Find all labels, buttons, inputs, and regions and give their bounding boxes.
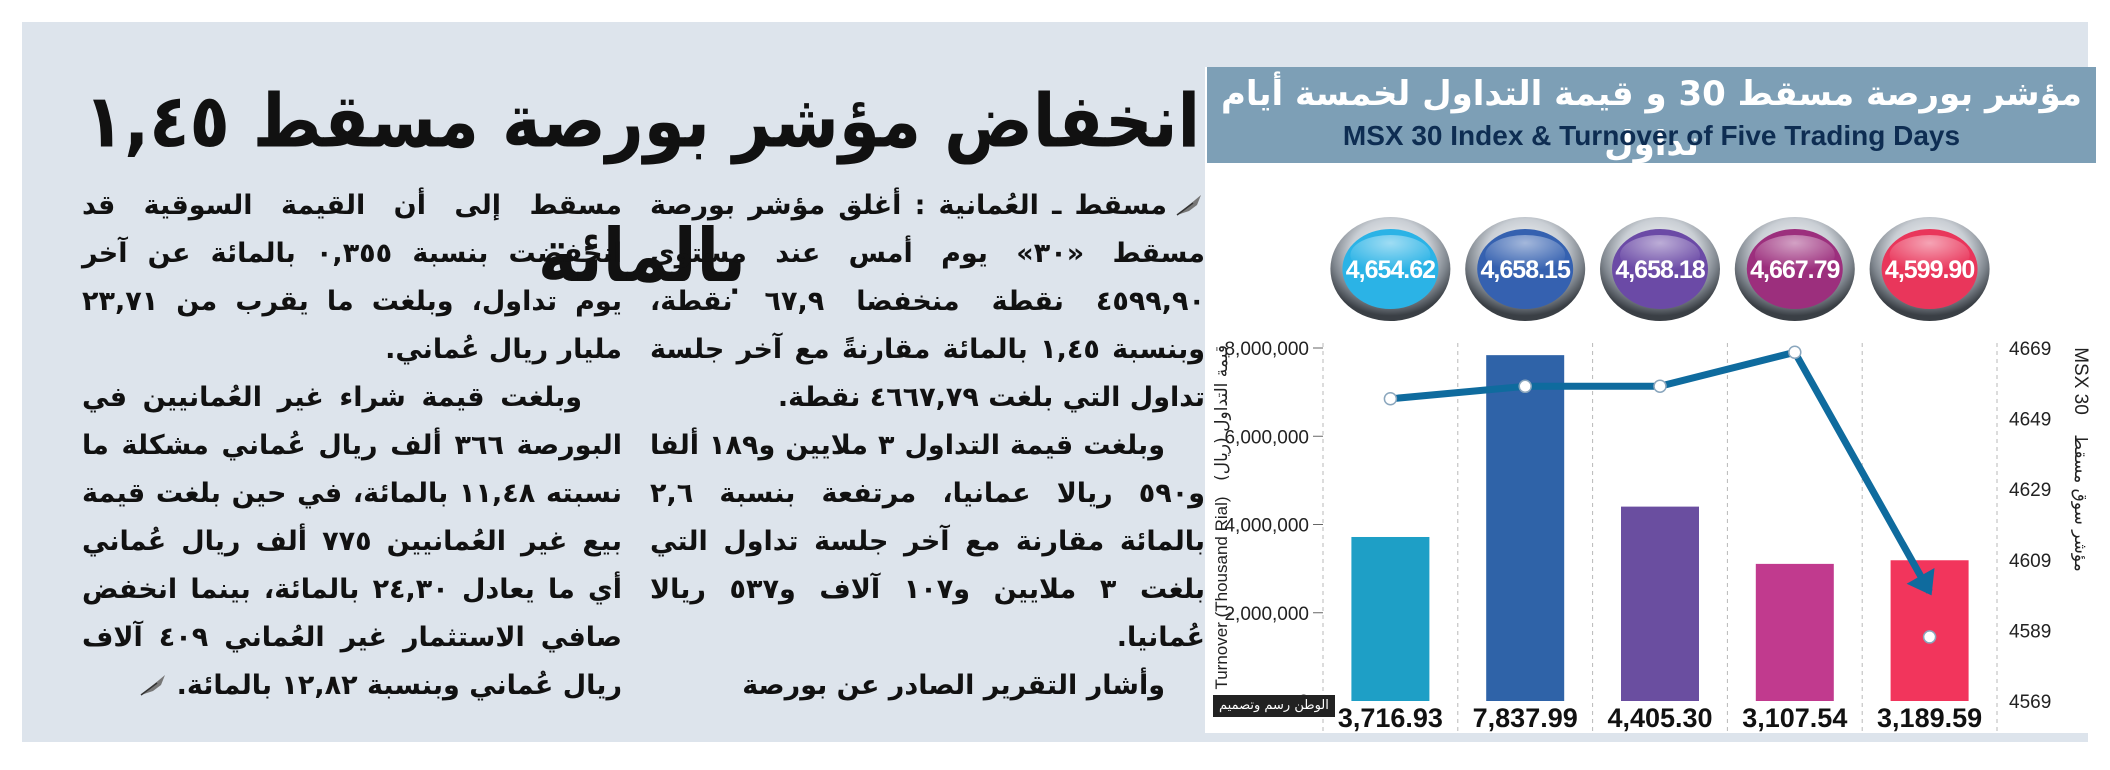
index-value-label: 4,658.15 bbox=[1481, 256, 1571, 284]
date-label: 30-11-2023 bbox=[1482, 732, 1568, 733]
article-column-right: مسقط ـ العُمانية : أغلق مؤشر بورصة مسقط … bbox=[650, 182, 1205, 710]
article-column-left: مسقط إلى أن القيمة السوقية قد انخفضت بنس… bbox=[82, 182, 622, 710]
left-axis-tick-label: 8,000,000 bbox=[1224, 339, 1309, 360]
article-paragraph: وأشار التقرير الصادر عن بورصة bbox=[742, 670, 1165, 701]
turnover-value-label: 4,405.30 bbox=[1607, 703, 1712, 733]
value-bubble-gloss bbox=[1754, 235, 1835, 275]
turnover-value-label: 3,107.54 bbox=[1742, 703, 1847, 733]
date-label: 29-11-2023 bbox=[1348, 732, 1434, 733]
index-point bbox=[1518, 379, 1532, 394]
right-axis-title-en: MSX 30 bbox=[2070, 347, 2091, 415]
chart-title-english: MSX 30 Index & Turnover of Five Trading … bbox=[1342, 120, 1961, 151]
right-axis-title-ar: مؤشر سوق مسقط bbox=[2070, 434, 2090, 572]
right-axis-tick-label: 4609 bbox=[2009, 551, 2051, 572]
left-axis-title-ar: قيمة التداول (ريال) bbox=[1212, 345, 1232, 481]
turnover-value-label: 3,716.93 bbox=[1338, 703, 1443, 733]
index-arrowhead bbox=[1906, 568, 1935, 596]
chart-plot: 4,654.62 4,658.15 4,658.18 4,667.79 4,599.90… bbox=[1212, 217, 2091, 733]
value-bubble-gloss bbox=[1889, 235, 1970, 275]
graphic-credit: الوطن رسم وتصميم bbox=[1213, 695, 1335, 717]
article-paragraph: وبلغت قيمة التداول ٣ ملايين و١٨٩ ألفا و٥… bbox=[650, 430, 1205, 653]
turnover-value-label: 7,837.99 bbox=[1473, 703, 1578, 733]
left-axis-title-en: Turnover (Thousand Rial) bbox=[1212, 496, 1231, 689]
right-axis-tick-label: 4569 bbox=[2009, 692, 2051, 713]
turnover-bar bbox=[1621, 506, 1699, 701]
chart-container: مؤشر بورصة مسقط 30 و قيمة التداول لخمسة … bbox=[1205, 67, 2100, 733]
newspaper-panel: انخفاض مؤشر بورصة مسقط ١,٤٥ بالمائة مسقط… bbox=[22, 22, 2100, 742]
value-bubble-gloss bbox=[1485, 235, 1566, 275]
date-label: 03-12-2023 bbox=[1617, 732, 1704, 733]
right-axis-tick-label: 4589 bbox=[2009, 621, 2051, 642]
quill-icon bbox=[1176, 195, 1201, 216]
index-point bbox=[1922, 630, 1937, 644]
right-axis-tick-label: 4629 bbox=[2009, 480, 2051, 501]
chart-header: مؤشر بورصة مسقط 30 و قيمة التداول لخمسة … bbox=[1207, 67, 2096, 164]
turnover-bar bbox=[1755, 563, 1834, 701]
right-axis-tick-label: 4649 bbox=[2009, 410, 2051, 431]
date-label: 04-12-2023 bbox=[1751, 732, 1838, 733]
date-label: 05-12-2023 bbox=[1886, 732, 1973, 733]
article-paragraph: مسقط ـ العُمانية : أغلق مؤشر بورصة مسقط … bbox=[650, 190, 1205, 413]
turnover-bar bbox=[1486, 355, 1565, 701]
turnover-value-label: 3,189.59 bbox=[1877, 703, 1982, 733]
index-value-label: 4,667.79 bbox=[1750, 256, 1839, 284]
article-paragraph: وبلغت قيمة شراء غير العُمانيين في البورص… bbox=[82, 382, 623, 701]
left-axis-tick-label: 6,000,000 bbox=[1224, 427, 1309, 448]
article-headline: انخفاض مؤشر بورصة مسقط ١,٤٥ بالمائة bbox=[83, 78, 1201, 299]
article-paragraph: مسقط إلى أن القيمة السوقية قد انخفضت بنس… bbox=[82, 190, 622, 365]
index-value-label: 4,654.62 bbox=[1346, 256, 1435, 284]
left-axis-tick-label: 4,000,000 bbox=[1224, 516, 1309, 537]
index-point bbox=[1788, 345, 1802, 360]
right-axis-tick-label: 4669 bbox=[2009, 339, 2051, 360]
index-value-label: 4,658.18 bbox=[1615, 256, 1705, 284]
index-point bbox=[1383, 392, 1398, 406]
quill-icon bbox=[140, 675, 165, 696]
chart-title-arabic: مؤشر بورصة مسقط 30 و قيمة التداول لخمسة … bbox=[1221, 74, 2082, 164]
turnover-bar bbox=[1351, 536, 1430, 701]
index-point bbox=[1653, 379, 1667, 393]
index-value-label: 4,599.90 bbox=[1885, 256, 1974, 284]
value-bubble-gloss bbox=[1620, 235, 1700, 275]
value-bubble-gloss bbox=[1350, 235, 1431, 275]
left-axis-tick-label: 2,000,000 bbox=[1224, 604, 1309, 625]
